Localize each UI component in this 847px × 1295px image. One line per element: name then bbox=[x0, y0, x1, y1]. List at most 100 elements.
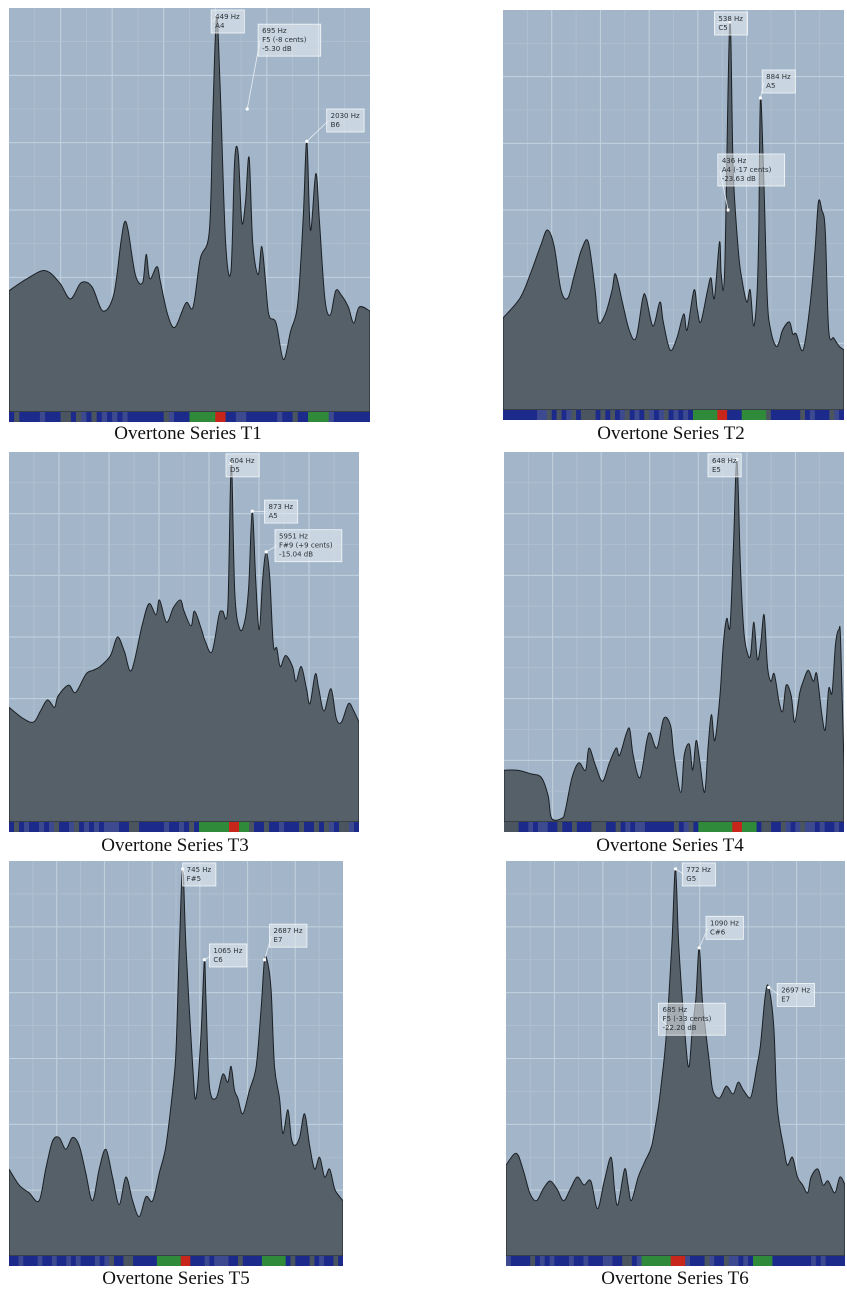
strip-cell bbox=[295, 1256, 301, 1266]
spectrum-strip bbox=[503, 410, 844, 420]
strip-cell bbox=[179, 412, 185, 422]
strip-cell bbox=[535, 1256, 541, 1266]
strip-cell bbox=[790, 822, 797, 832]
strip-cell bbox=[829, 822, 835, 832]
strip-cell bbox=[674, 822, 680, 832]
strip-cell bbox=[639, 410, 645, 420]
strip-cell bbox=[147, 1256, 153, 1266]
strip-cell bbox=[74, 822, 80, 832]
strip-cell bbox=[699, 1256, 706, 1266]
strip-cell bbox=[190, 1256, 196, 1266]
strip-cell bbox=[137, 412, 144, 422]
strip-cell bbox=[627, 1256, 633, 1266]
annotation-text: 1090 Hz bbox=[710, 919, 739, 927]
strip-cell bbox=[249, 822, 255, 832]
strip-cell bbox=[18, 1256, 24, 1266]
annotation-text: -15.04 dB bbox=[279, 551, 313, 559]
strip-cell bbox=[195, 1256, 201, 1266]
strip-cell bbox=[693, 822, 699, 832]
strip-cell bbox=[112, 412, 118, 422]
strip-cell bbox=[665, 1256, 672, 1266]
strip-cell bbox=[767, 1256, 773, 1266]
strip-cell bbox=[339, 822, 345, 832]
strip-cell bbox=[269, 822, 275, 832]
strip-cell bbox=[654, 822, 661, 832]
panel-caption: Overtone Series T5 bbox=[102, 1268, 250, 1289]
strip-cell bbox=[86, 412, 93, 422]
strip-cell bbox=[576, 410, 582, 420]
strip-cell bbox=[736, 410, 743, 420]
strip-cell bbox=[179, 822, 185, 832]
strip-cell bbox=[564, 1256, 570, 1266]
annotation-leader bbox=[306, 120, 329, 142]
strip-cell bbox=[835, 1256, 841, 1266]
annotation-text: 2697 Hz bbox=[781, 986, 810, 994]
strip-cell bbox=[683, 822, 690, 832]
strip-cell bbox=[199, 1256, 206, 1266]
strip-cell bbox=[234, 822, 240, 832]
strip-cell bbox=[588, 1256, 594, 1266]
strip-cell bbox=[840, 1256, 845, 1266]
strip-cell bbox=[532, 410, 538, 420]
strip-cell bbox=[782, 1256, 788, 1266]
strip-cell bbox=[259, 822, 265, 832]
annotation-text: 1065 Hz bbox=[213, 947, 242, 955]
strip-cell bbox=[199, 412, 206, 422]
strip-cell bbox=[537, 410, 543, 420]
strip-cell bbox=[19, 822, 25, 832]
strip-cell bbox=[539, 1256, 546, 1266]
annotation-box bbox=[658, 1002, 726, 1036]
strip-cell bbox=[738, 1256, 744, 1266]
panel-caption: Overtone Series T2 bbox=[597, 423, 745, 444]
peak-marker bbox=[245, 107, 249, 111]
strip-cell bbox=[722, 822, 729, 832]
strip-cell bbox=[751, 822, 758, 832]
strip-cell bbox=[304, 1256, 311, 1266]
strip-cell bbox=[515, 1256, 522, 1266]
strip-cell bbox=[300, 1256, 306, 1266]
strip-cell bbox=[680, 1256, 686, 1266]
strip-cell bbox=[143, 412, 149, 422]
spectrum-panel: 772 Hz G5 1090 Hz C#6 2697 Hz E7 685 Hz F5 (-33… bbox=[506, 861, 845, 1266]
annotation-text: F#9 (+9 cents) bbox=[279, 542, 333, 550]
strip-cell bbox=[557, 822, 563, 832]
strip-cell bbox=[29, 822, 35, 832]
strip-cell bbox=[349, 822, 355, 832]
strip-cell bbox=[122, 412, 129, 422]
annotation-text: 2030 Hz bbox=[331, 112, 360, 120]
strip-cell bbox=[107, 412, 113, 422]
strip-cell bbox=[661, 1256, 667, 1266]
strip-cell bbox=[562, 822, 568, 832]
strip-cell bbox=[615, 822, 622, 832]
strip-cell bbox=[149, 822, 155, 832]
peak-marker bbox=[262, 958, 267, 962]
strip-cell bbox=[624, 410, 631, 420]
spectrum-panel: 648 Hz E5 bbox=[504, 452, 844, 832]
strip-cell bbox=[228, 1256, 234, 1266]
strip-cell bbox=[71, 1256, 77, 1266]
strip-cell bbox=[542, 822, 549, 832]
strip-cell bbox=[118, 1256, 125, 1266]
strip-cell bbox=[572, 822, 578, 832]
strip-cell bbox=[704, 1256, 710, 1266]
strip-cell bbox=[775, 410, 782, 420]
strip-cell bbox=[205, 412, 211, 422]
strip-cell bbox=[825, 1256, 831, 1266]
strip-cell bbox=[576, 822, 583, 832]
annotation-box bbox=[208, 943, 248, 968]
strip-cell bbox=[220, 412, 227, 422]
annotation-text: F5 (-33 cents) bbox=[663, 1015, 712, 1023]
strip-cell bbox=[233, 1256, 239, 1266]
strip-cell bbox=[630, 822, 636, 832]
strip-cell bbox=[244, 822, 250, 832]
strip-cell bbox=[168, 412, 175, 422]
strip-cell bbox=[503, 410, 509, 420]
strip-cell bbox=[688, 410, 694, 420]
spectrum-area bbox=[9, 15, 370, 413]
annotation-box bbox=[225, 453, 260, 478]
strip-cell bbox=[76, 412, 82, 422]
strip-cell bbox=[303, 412, 309, 422]
strip-cell bbox=[770, 410, 777, 420]
